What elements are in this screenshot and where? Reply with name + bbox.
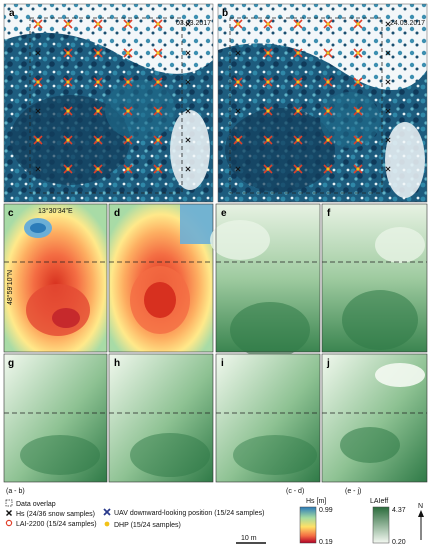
- hs-colorbar-title: Hs [m]: [306, 498, 326, 505]
- panel-label-c: c: [8, 208, 14, 219]
- hs-colorbar-min: 0.19: [319, 539, 333, 546]
- panel-label-b: b: [222, 8, 228, 19]
- lai-colorbar-min: 0.20: [392, 539, 406, 546]
- legend-dhp-label: DHP (15/24 samples): [114, 522, 181, 529]
- panel-date-b: 24.03.2017: [390, 20, 425, 27]
- legend: (a - b) Data overlap Hs (24/36 snow samp…: [5, 488, 424, 546]
- lai-colorbar-title: LAIeff: [370, 498, 388, 505]
- north-arrow-icon: [418, 510, 424, 540]
- lai-colorbar-max: 4.37: [392, 507, 406, 514]
- latitude-label: 48°59'10"N: [6, 270, 14, 305]
- hs-colorbar-max: 0.99: [319, 507, 333, 514]
- panel-j: j: [321, 353, 428, 483]
- panel-label-f: f: [327, 208, 331, 219]
- longitude-label: 13°30'34"E: [38, 207, 73, 215]
- sample-markers-b: [233, 19, 391, 174]
- hs-colorbar: [299, 506, 317, 544]
- legend-ab-header: (a - b): [6, 488, 25, 495]
- panel-h: h: [108, 353, 214, 483]
- panel-label-h: h: [114, 358, 120, 369]
- legend-overlap-label: Data overlap: [16, 501, 56, 508]
- lai-colorbar: [372, 506, 390, 544]
- panel-label-d: d: [114, 208, 120, 219]
- data-overlap-icon: [5, 499, 13, 507]
- legend-lai-label: LAI-2200 (15/24 samples): [16, 521, 97, 528]
- north-label: N: [418, 503, 423, 510]
- panel-label-e: e: [221, 208, 227, 219]
- panel-e: e: [210, 203, 321, 358]
- scale-bar-label: 10 m: [241, 535, 257, 542]
- panel-label-j: j: [326, 358, 330, 369]
- legend-cd-header: (c - d): [286, 488, 304, 495]
- dhp-icon: [104, 521, 110, 527]
- panel-d: d: [108, 203, 214, 353]
- panel-label-a: a: [9, 8, 15, 19]
- panel-f: f: [321, 203, 428, 353]
- legend-uav-label: UAV downward-looking position (15/24 sam…: [114, 510, 264, 517]
- legend-ej-header: (e - j): [345, 488, 361, 495]
- panel-a: a 03.03.2017: [3, 3, 214, 203]
- panel-b: b 24.03.2017: [217, 3, 428, 203]
- legend-snow-label: Hs (24/36 snow samples): [16, 511, 95, 518]
- lai2200-icon: [5, 519, 13, 527]
- panel-label-g: g: [8, 358, 14, 369]
- panel-c: c 13°30'34"E 48°59'10"N: [3, 203, 108, 353]
- panel-i: i: [215, 353, 321, 483]
- panel-label-i: i: [221, 358, 224, 369]
- panel-date-a: 03.03.2017: [176, 20, 211, 27]
- panel-g: g: [3, 353, 108, 483]
- snow-sample-icon: [6, 510, 12, 516]
- uav-position-icon: [103, 508, 111, 516]
- sample-markers-a: [33, 19, 191, 174]
